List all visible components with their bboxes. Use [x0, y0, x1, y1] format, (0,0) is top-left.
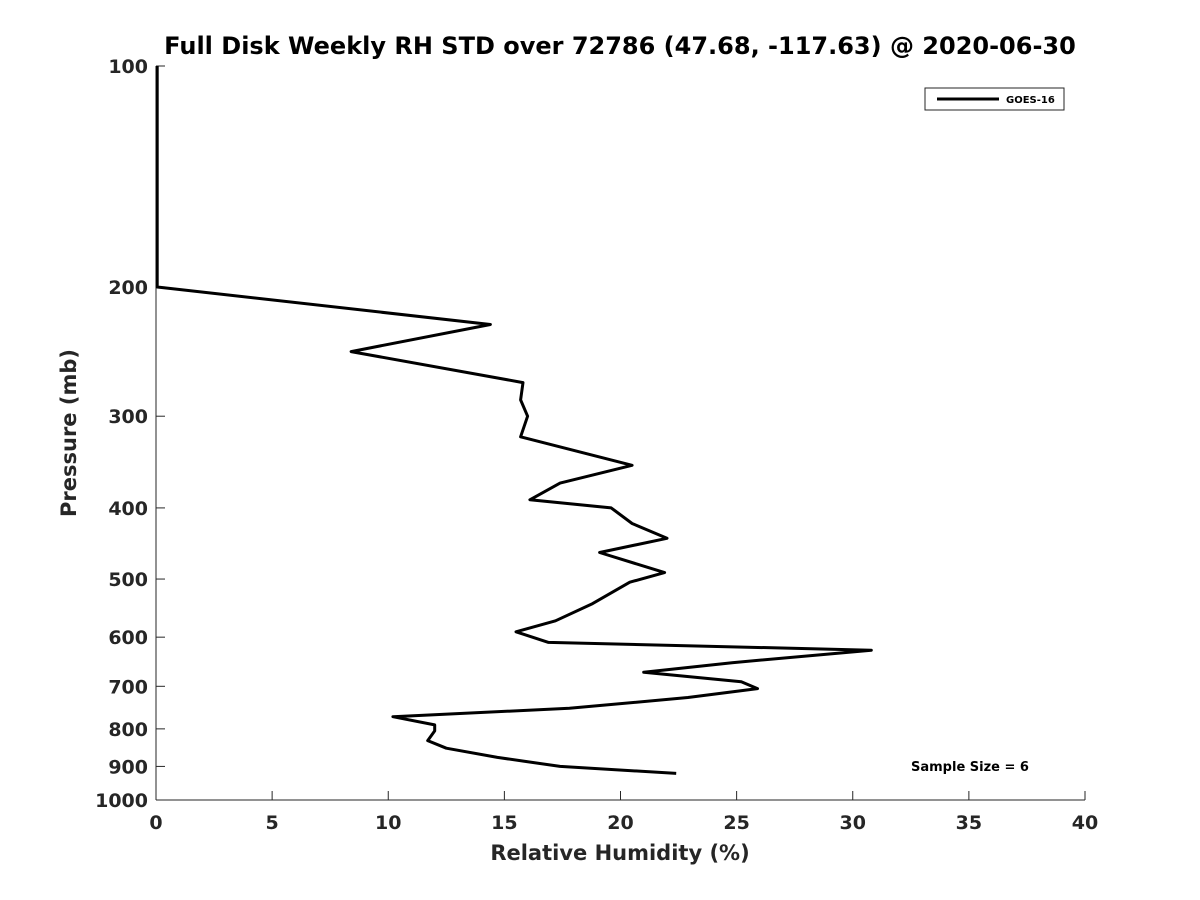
y-tick-label: 300: [108, 406, 148, 428]
series-layer: [155, 66, 873, 775]
legend-label-goes16: GOES-16: [1006, 95, 1055, 106]
sample-size-annotation: Sample Size = 6: [911, 760, 1029, 775]
x-axis-label: Relative Humidity (%): [490, 841, 749, 865]
y-tick-label: 100: [108, 56, 148, 78]
x-tick-label: 15: [491, 812, 517, 834]
x-tick-label: 20: [607, 812, 633, 834]
y-tick-label: 400: [108, 498, 148, 520]
x-tick-label: 5: [266, 812, 279, 834]
y-ticks: 100 200 300 400 500 600 700 800 900 1000: [95, 56, 165, 812]
x-ticks: 0 5 10 15 20 25 30 35 40: [149, 791, 1098, 834]
x-tick-label: 0: [149, 812, 162, 834]
plot-area: 0 5 10 15 20 25 30 35 40 100 200 300 400 500 600 700 80…: [95, 56, 1098, 834]
x-tick-label: 10: [375, 812, 401, 834]
x-tick-label: 25: [723, 812, 749, 834]
y-tick-label: 700: [108, 676, 148, 698]
legend: GOES-16: [924, 87, 1065, 111]
y-tick-label: 900: [108, 756, 148, 778]
x-tick-label: 35: [956, 812, 982, 834]
chart-title: Full Disk Weekly RH STD over 72786 (47.6…: [164, 32, 1076, 60]
y-tick-label: 600: [108, 627, 148, 649]
series-line-goes16: [155, 66, 873, 775]
y-tick-label: 800: [108, 719, 148, 741]
y-tick-label: 200: [108, 277, 148, 299]
x-tick-label: 40: [1072, 812, 1098, 834]
y-axis-label: Pressure (mb): [57, 349, 81, 517]
y-tick-label: 1000: [95, 790, 148, 812]
x-tick-label: 30: [840, 812, 866, 834]
y-tick-label: 500: [108, 569, 148, 591]
